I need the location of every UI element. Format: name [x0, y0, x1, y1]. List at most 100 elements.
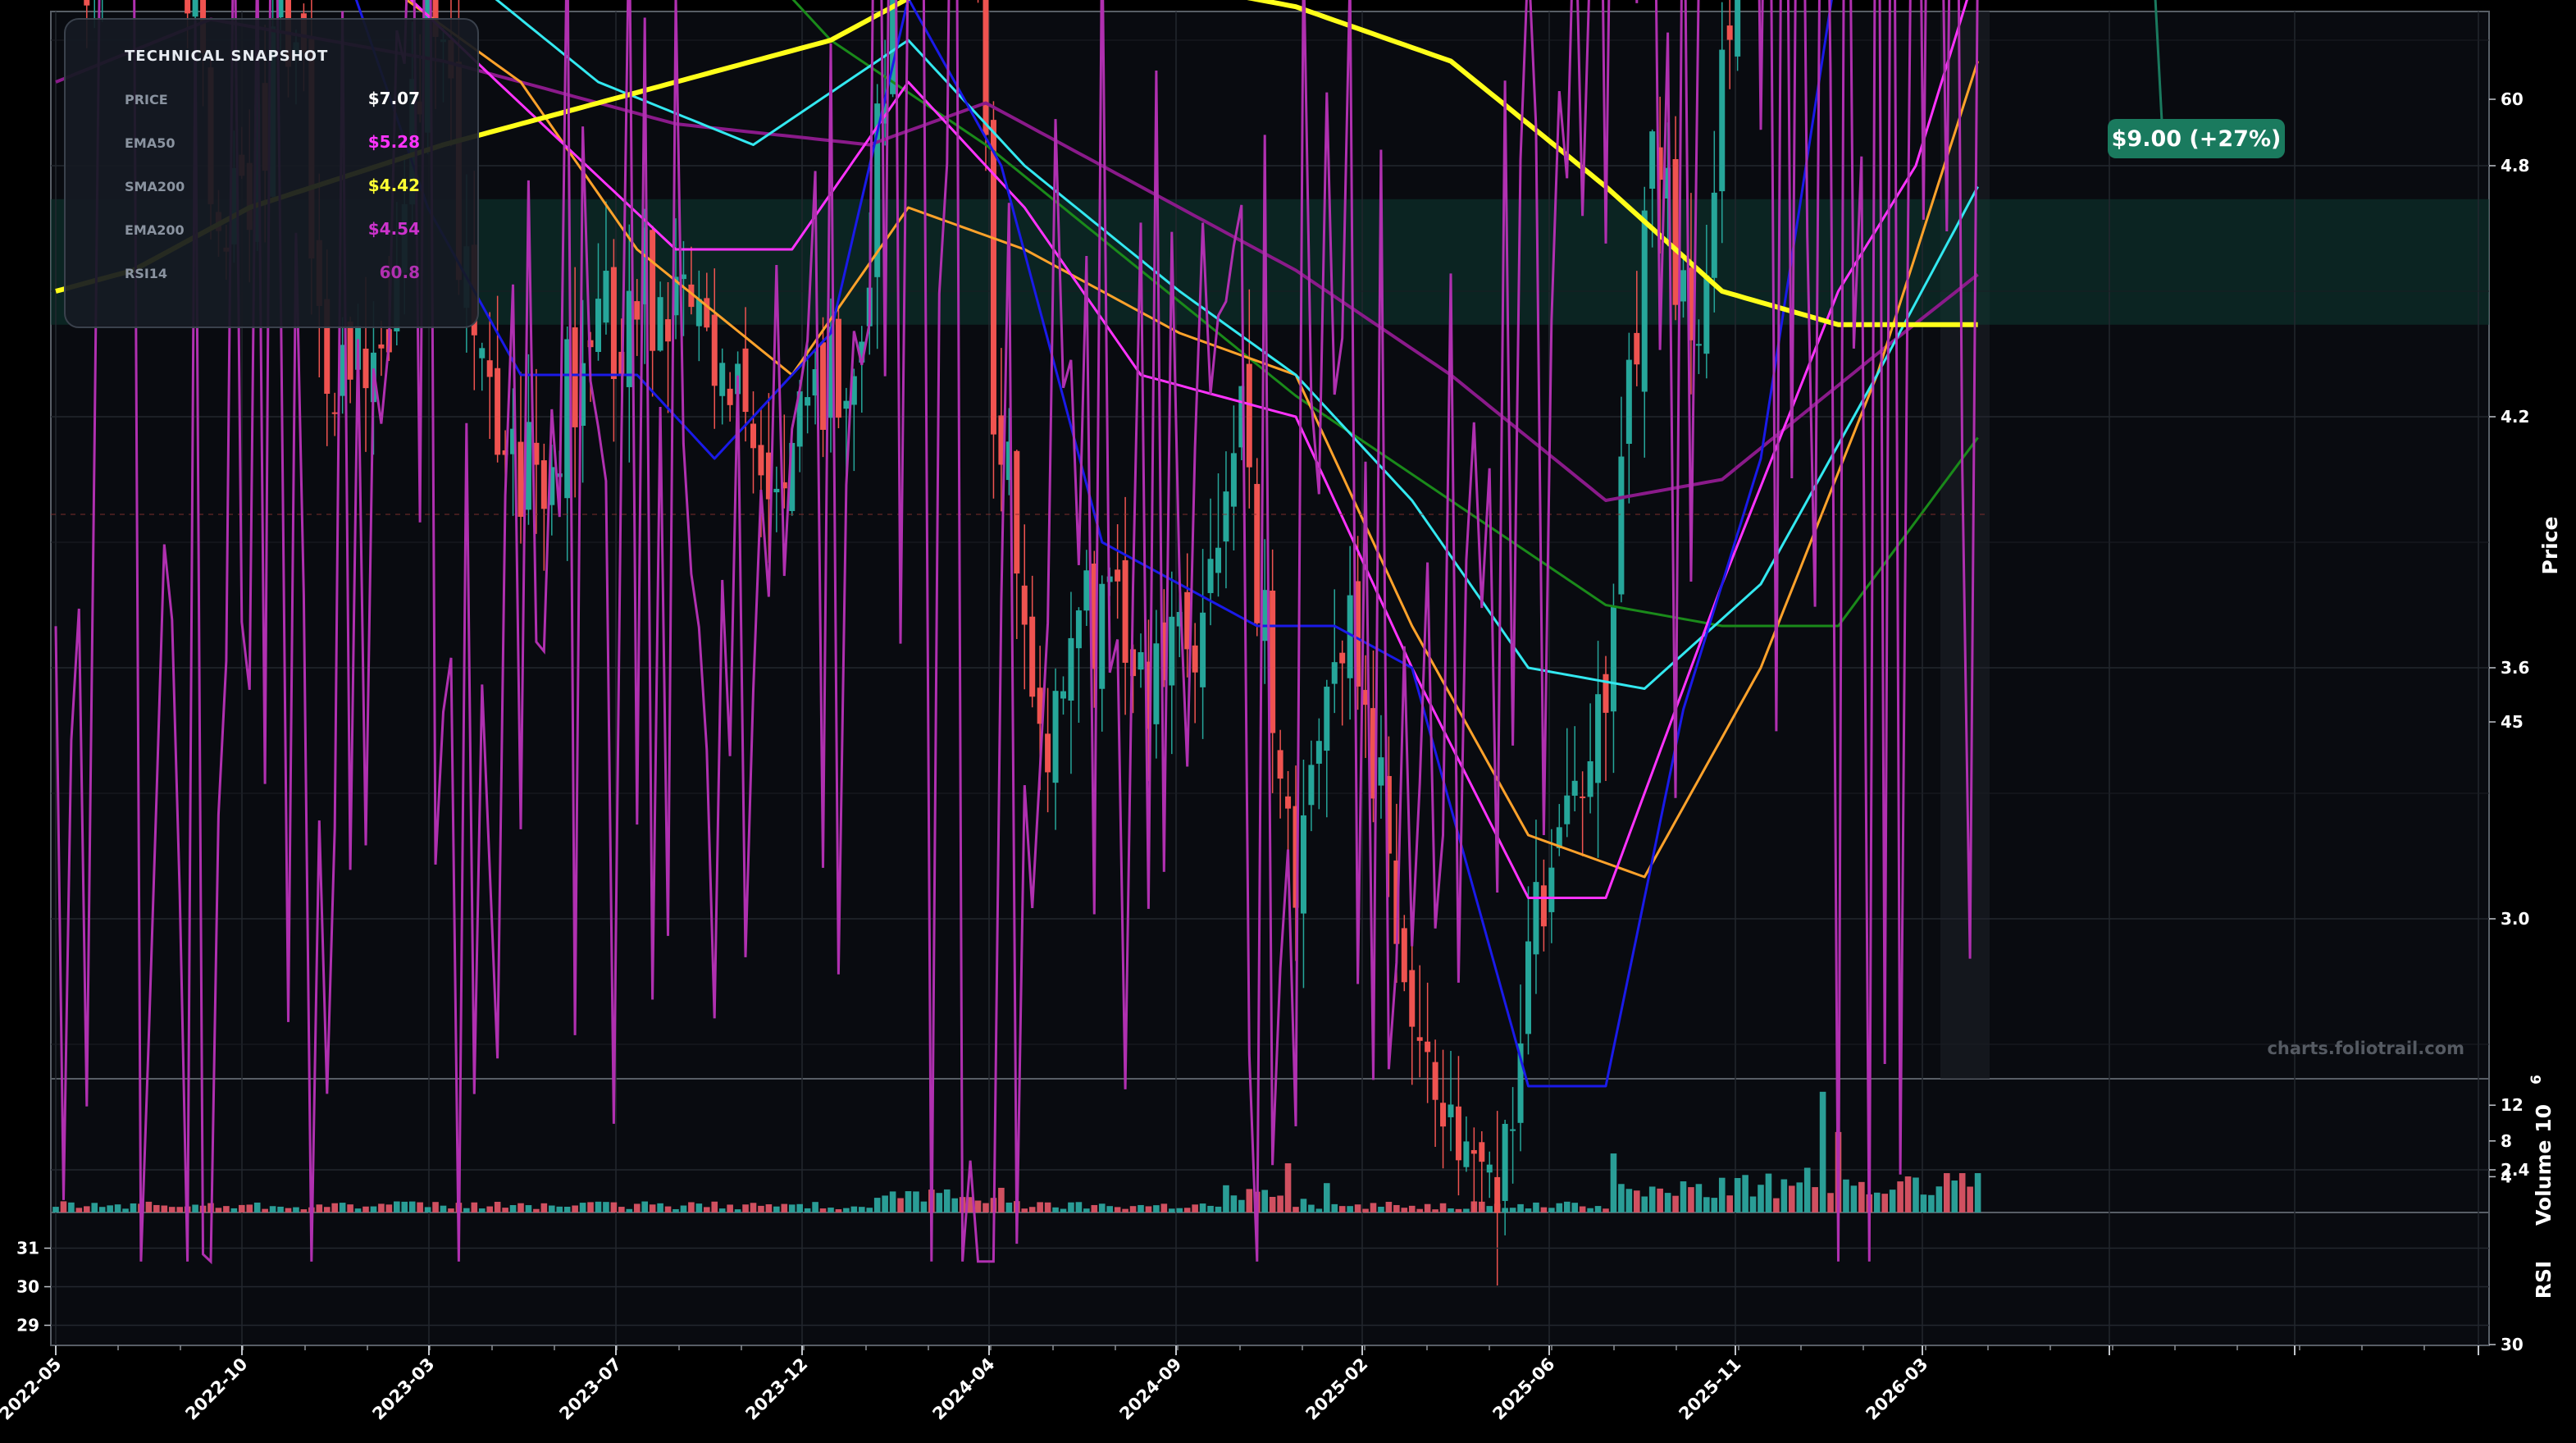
- x-tick-label: 2023-07: [555, 1354, 625, 1424]
- candle-body: [688, 284, 695, 308]
- volume-bar: [1873, 1192, 1881, 1212]
- volume-bar: [819, 1208, 827, 1212]
- candle-body: [1370, 708, 1376, 799]
- volume-bar: [1347, 1206, 1353, 1212]
- volume-bar: [788, 1204, 796, 1212]
- candle-body: [1540, 885, 1547, 927]
- candle-body: [1463, 1141, 1470, 1167]
- candle-body: [796, 391, 803, 447]
- price-tick-label: 4.8: [2501, 156, 2529, 176]
- candle-body: [1564, 795, 1571, 824]
- candle-body: [84, 0, 90, 6]
- candle-body: [1556, 827, 1562, 848]
- candle-body: [1184, 591, 1191, 650]
- candle-body: [1385, 775, 1392, 854]
- candle-body: [1230, 453, 1237, 507]
- volume-bar: [486, 1206, 493, 1212]
- price-tick-label: 3.0: [2501, 909, 2529, 929]
- volume-bar: [1091, 1204, 1098, 1212]
- candle-body: [1014, 450, 1020, 574]
- volume-bar: [1293, 1207, 1299, 1212]
- volume-bar: [68, 1202, 75, 1212]
- volume-bar: [1145, 1206, 1152, 1212]
- x-tick-label: 2022-05: [0, 1354, 66, 1424]
- volume-bar: [1269, 1197, 1276, 1212]
- volume-bar: [107, 1205, 113, 1212]
- volume-bar: [951, 1198, 958, 1212]
- volume-bar: [680, 1205, 687, 1212]
- volume-bar: [773, 1206, 780, 1212]
- volume-bar: [122, 1208, 129, 1212]
- volume-bar: [525, 1205, 532, 1212]
- candle-body: [1517, 1043, 1524, 1123]
- volume-bar: [60, 1201, 67, 1212]
- volume-bar: [331, 1203, 338, 1212]
- volume-bar: [603, 1202, 609, 1212]
- candle-body: [1308, 765, 1315, 806]
- candle-body: [1083, 570, 1090, 611]
- volume-bar: [84, 1206, 90, 1212]
- candle-body: [564, 339, 571, 499]
- candle-body: [1378, 757, 1384, 786]
- price-tick-label: 3.6: [2501, 658, 2529, 678]
- volume-bar: [1455, 1208, 1462, 1212]
- volume-bar: [1548, 1208, 1555, 1212]
- candle-body: [1215, 547, 1221, 573]
- volume-bar: [1904, 1176, 1912, 1212]
- volume-bar: [323, 1207, 331, 1212]
- volume-bar: [672, 1208, 679, 1212]
- candle-body: [1261, 590, 1268, 642]
- volume-bar: [339, 1203, 346, 1212]
- volume-bar: [905, 1191, 912, 1212]
- rsi-line: [54, 0, 1979, 1265]
- volume-bar: [734, 1209, 741, 1212]
- volume-bar: [1672, 1195, 1679, 1212]
- volume-bar: [52, 1207, 59, 1212]
- candle-body: [812, 369, 818, 396]
- volume-bar: [1610, 1153, 1617, 1212]
- snapshot-label: EMA50: [125, 135, 176, 151]
- snapshot-value: $4.54: [367, 219, 420, 239]
- volume-bar: [1138, 1204, 1144, 1212]
- candle-body: [859, 341, 865, 363]
- volume-bar: [1641, 1196, 1648, 1212]
- snapshot-value: $7.07: [367, 89, 420, 108]
- target-label: $9.00 (+27%): [2112, 126, 2282, 152]
- rsi-left-tick-label: 30: [16, 1277, 39, 1297]
- candle-body: [820, 342, 827, 430]
- volume-bar: [1703, 1197, 1710, 1212]
- volume-bar: [509, 1205, 517, 1212]
- volume-bar: [610, 1202, 618, 1212]
- volume-bar: [1827, 1193, 1834, 1212]
- snapshot-row-rsi14: RSI14 60.8: [125, 263, 420, 285]
- volume-bar: [300, 1209, 308, 1212]
- volume-bar: [796, 1203, 803, 1212]
- candle-body: [1416, 1037, 1423, 1041]
- candle-body: [378, 344, 385, 349]
- candle-body: [1657, 147, 1663, 180]
- volume-bar: [494, 1201, 501, 1212]
- volume-bar: [1618, 1184, 1625, 1212]
- candle-body: [502, 450, 508, 455]
- volume-bar: [153, 1204, 160, 1212]
- candle-body: [549, 467, 555, 505]
- candle-body: [1122, 559, 1128, 663]
- candle-body: [1238, 386, 1245, 448]
- volume-bar: [370, 1206, 377, 1212]
- volume-bar: [1362, 1208, 1369, 1212]
- volume-bar: [1796, 1182, 1803, 1212]
- candle-body: [340, 345, 346, 396]
- candle-body: [595, 299, 601, 353]
- candle-body: [1246, 363, 1252, 468]
- projection-path: $9.00 (+27%): [2108, 0, 2285, 158]
- volume-bar: [114, 1204, 121, 1212]
- candle-body: [479, 348, 486, 358]
- volume-bar: [618, 1207, 625, 1212]
- volume-bar: [1648, 1186, 1656, 1212]
- candle-body: [727, 388, 733, 405]
- candle-body: [990, 120, 996, 435]
- volume-bar: [1944, 1173, 1950, 1212]
- volume-bar: [1587, 1208, 1593, 1212]
- rsi-left-tick-label: 31: [16, 1239, 39, 1258]
- x-tick-label: 2025-02: [1302, 1354, 1371, 1424]
